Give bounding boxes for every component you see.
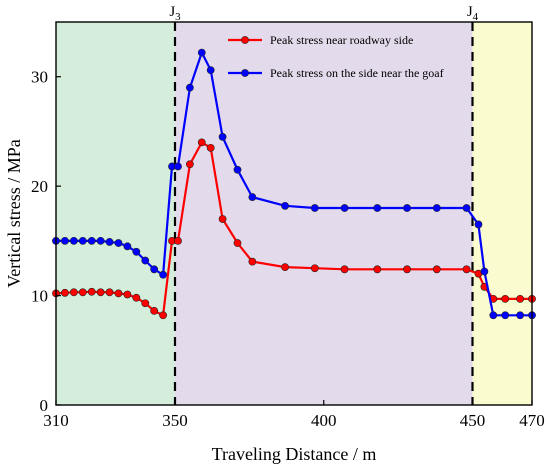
series-0-point-23 — [340, 265, 349, 274]
series-0-point-18 — [218, 215, 227, 223]
series-0-point-9 — [132, 293, 141, 302]
series-1-point-27 — [462, 204, 471, 212]
series-0-point-3 — [78, 288, 87, 297]
legend-marker-1 — [241, 69, 249, 77]
series-0-point-22 — [310, 264, 319, 273]
series-0-point-4 — [87, 287, 96, 296]
series-1-point-22 — [310, 204, 319, 212]
series-1-point-25 — [403, 204, 411, 212]
legend-marker-0 — [241, 36, 249, 44]
legend-label-0: Peak stress near roadway side — [270, 33, 413, 47]
boundary-label-1: J4 — [467, 4, 479, 23]
region-0 — [56, 22, 175, 405]
series-1-point-8 — [123, 242, 132, 251]
series-1-point-4 — [87, 236, 96, 245]
x-axis-title: Traveling Distance / m — [212, 444, 377, 464]
series-0-point-2 — [69, 288, 78, 297]
y-tick-label-3: 30 — [31, 68, 48, 87]
series-0-point-20 — [248, 257, 257, 266]
series-1-point-29 — [480, 267, 489, 276]
series-1-point-10 — [141, 256, 150, 265]
series-1-point-3 — [78, 236, 87, 245]
series-0-point-17 — [206, 143, 215, 152]
series-0-point-25 — [403, 265, 411, 274]
legend: Peak stress near roadway side Peak stress… — [228, 33, 444, 80]
series-1-point-23 — [340, 204, 349, 212]
series-0-point-7 — [114, 289, 123, 298]
series-1-point-2 — [69, 236, 78, 245]
series-0-point-26 — [432, 265, 441, 274]
series-1-point-21 — [281, 201, 289, 210]
series-1-point-12 — [159, 270, 167, 279]
x-tick-label-1: 350 — [162, 411, 188, 430]
series-1-point-19 — [233, 165, 242, 174]
series-0-point-32 — [516, 294, 524, 303]
series-0-point-1 — [61, 288, 69, 297]
series-layer — [52, 48, 536, 320]
series-1-point-30 — [489, 311, 498, 320]
boundary-markers: J3 J4 — [169, 4, 479, 405]
series-0-point-14 — [174, 236, 182, 245]
x-tick-label-0: 310 — [43, 411, 69, 430]
series-0-point-21 — [281, 263, 289, 272]
legend-label-1: Peak stress on the side near the goaf — [270, 66, 444, 80]
series-line-1 — [56, 49, 532, 317]
y-axis-title: Vertical stress / MPa — [4, 139, 24, 287]
series-1-point-24 — [373, 204, 382, 212]
series-1-point-31 — [501, 311, 510, 320]
series-1-point-9 — [132, 247, 141, 256]
series-0-point-11 — [150, 306, 159, 315]
series-1-point-26 — [432, 204, 441, 212]
series-1-point-15 — [185, 83, 194, 92]
boundary-label-0: J3 — [169, 4, 181, 23]
plot-frame — [55, 21, 533, 406]
y-tick-label-2: 20 — [31, 177, 48, 196]
x-tick-label-2: 400 — [311, 411, 337, 430]
series-1-point-1 — [61, 236, 69, 245]
series-1-point-7 — [114, 239, 123, 247]
series-0-point-10 — [141, 299, 150, 308]
series-1-point-5 — [96, 236, 105, 245]
series-1-point-17 — [206, 66, 215, 75]
x-tick-label-4: 470 — [519, 411, 545, 430]
axis-ticks: 310 350 400 450 470 0 10 20 30 — [31, 68, 545, 430]
series-0-point-24 — [373, 265, 382, 274]
series-1-point-18 — [218, 132, 227, 141]
series-1-point-16 — [197, 48, 206, 57]
series-0-point-12 — [159, 311, 167, 320]
series-0-point-15 — [185, 160, 194, 169]
series-0-point-16 — [197, 138, 206, 147]
series-1-point-14 — [174, 162, 182, 171]
series-0-point-31 — [501, 294, 510, 303]
background-regions — [56, 22, 532, 405]
region-1 — [175, 22, 473, 405]
y-tick-label-0: 0 — [40, 396, 49, 415]
x-tick-label-3: 450 — [460, 411, 486, 430]
series-1-point-32 — [516, 311, 524, 320]
series-0-point-27 — [462, 265, 471, 274]
series-0-point-8 — [123, 290, 132, 299]
series-1-point-28 — [474, 220, 483, 229]
series-0-point-5 — [96, 288, 105, 297]
series-1-point-6 — [105, 238, 114, 246]
series-0-point-6 — [105, 288, 114, 297]
series-1-point-11 — [150, 265, 159, 274]
y-tick-label-1: 10 — [31, 287, 48, 306]
series-0-point-19 — [233, 239, 242, 247]
series-line-0 — [55, 140, 532, 317]
series-1-point-20 — [248, 193, 257, 201]
region-2 — [472, 22, 532, 405]
